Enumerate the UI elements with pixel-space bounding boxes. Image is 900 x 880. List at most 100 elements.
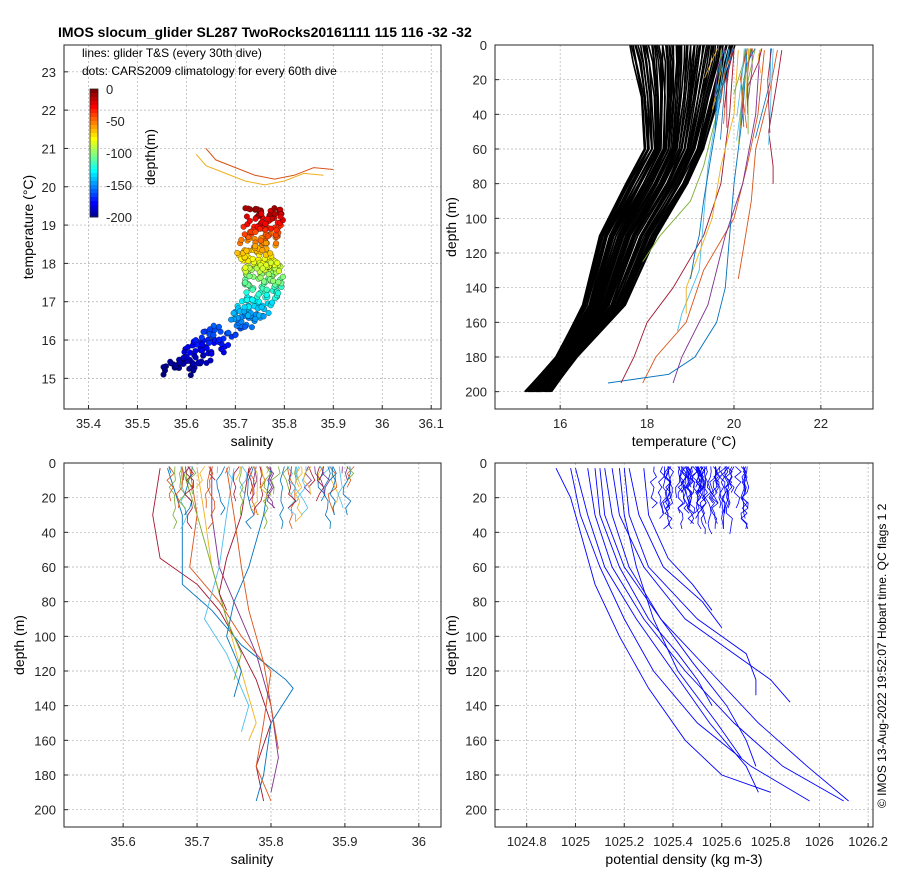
glider-salinity-shallow: [314, 466, 324, 488]
ts-climatology-dot: [273, 227, 280, 234]
glider-density-shallow: [666, 466, 674, 509]
dens-xtick-label: 1026.2: [848, 834, 888, 849]
glider-temp-shallow: [711, 48, 722, 110]
glider-salinity-profile: [226, 468, 272, 698]
ts-climatology-dot: [203, 345, 210, 352]
glider-salinity-shallow: [295, 466, 303, 523]
climatology-temp-profile: [530, 44, 658, 393]
glider-temp-profile: [690, 50, 731, 280]
climatology-temp-profile: [538, 45, 683, 393]
dens-ytick-label: 40: [473, 525, 487, 540]
ts-climatology-dot: [252, 243, 259, 250]
glider-salinity-shallow: [308, 466, 316, 488]
colorbar-swatch: [90, 177, 98, 182]
glider-salinity-shallow: [180, 466, 188, 530]
ts-climatology-dot: [263, 286, 270, 293]
dens-ytick-label: 0: [480, 456, 487, 471]
ts-climatology-dot: [181, 349, 188, 356]
ts-climatology-dot: [216, 336, 223, 343]
ts-xtick-label: 35.7: [223, 416, 248, 431]
colorbar-swatch: [90, 125, 98, 130]
temp-xtick-label: 22: [814, 416, 828, 431]
ts-climatology-dot: [257, 274, 264, 281]
ts-climatology-dot: [187, 349, 193, 356]
ts-climatology-dot: [275, 290, 282, 297]
sal-ytick-label: 60: [42, 560, 56, 575]
ts-climatology-dot: [249, 286, 256, 293]
glider-salinity-shallow: [253, 466, 264, 516]
glider-temp-profile: [737, 50, 778, 280]
figure-title: IMOS slocum_glider SL287 TwoRocks2016111…: [58, 24, 472, 40]
ts-climatology-dot: [245, 312, 252, 319]
glider-density-shallow: [695, 466, 705, 530]
glider-density-profile: [643, 468, 713, 611]
glider-salinity-shallow: [321, 466, 331, 495]
ts-climatology-dot: [190, 367, 197, 374]
colorbar-swatch: [90, 157, 98, 162]
glider-density-shallow: [704, 466, 713, 535]
ts-climatology-dot: [243, 213, 250, 220]
glider-temp-shallow: [757, 48, 762, 74]
dens-grid: [495, 462, 873, 827]
ts-climatology-dot: [252, 229, 259, 235]
side-note: © IMOS 13-Aug-2022 19:52:07 Hobart time.…: [875, 503, 889, 808]
glider-salinity-shallow: [166, 466, 175, 502]
dens-ytick-label: 80: [473, 595, 487, 610]
ts-climatology-dot: [218, 346, 225, 352]
glider-density-profile: [570, 468, 810, 802]
glider-salinity-shallow: [345, 466, 349, 481]
glider-salinity-shallow: [294, 466, 300, 502]
sal-ytick-label: 120: [34, 664, 56, 679]
ts-climatology-dot: [265, 310, 272, 316]
colorbar-swatch: [90, 97, 98, 102]
temp-ytick-label: 20: [473, 73, 487, 88]
ts-xtick-label: 35.5: [125, 416, 150, 431]
ts-climatology-dot: [234, 250, 241, 256]
colorbar-swatch: [90, 189, 98, 194]
glider-salinity-shallow: [232, 466, 240, 502]
glider-density-shallow: [700, 466, 707, 535]
sal-axes-frame: [63, 462, 442, 828]
glider-salinity-shallow: [323, 466, 332, 474]
glider-density-shallow: [685, 466, 692, 488]
glider-density-shallow: [685, 466, 692, 509]
ts-climatology-dot: [238, 236, 245, 243]
ts-climatology-dot: [258, 210, 265, 217]
glider-salinity-profile: [211, 468, 279, 793]
glider-salinity-shallow: [184, 466, 193, 516]
glider-salinity-shallow: [329, 466, 337, 481]
ts-climatology-dot: [162, 367, 168, 374]
temp-xtick-label: 18: [640, 416, 654, 431]
glider-salinity-shallow: [266, 466, 276, 509]
ts-xtick-label: 35.9: [321, 416, 346, 431]
ts-climatology-dot: [228, 316, 235, 323]
glider-density-shallow: [657, 466, 666, 519]
glider-temp-shallow: [746, 48, 752, 107]
ts-glider-line: [195, 153, 324, 186]
ts-climatology-dot: [232, 332, 239, 338]
ts-ticks: 35.4 35.5 35.6 35.7 35.8 35.9 36 36.1 15 16 17 18 19…: [42, 65, 444, 431]
glider-density-shallow: [665, 466, 672, 519]
sal-xtick-label: 35.8: [258, 834, 283, 849]
colorbar-tick-label: -100: [106, 146, 132, 161]
ts-climatology-dot: [216, 323, 222, 330]
temp-axes-frame: [494, 44, 874, 410]
ts-climatology-dot: [264, 233, 271, 240]
sal-marks: [152, 466, 355, 802]
ts-climatology-dot: [272, 232, 279, 239]
ts-climatology-dot: [244, 296, 251, 303]
ts-climatology-dot: [225, 329, 232, 336]
ts-climatology-dot: [207, 326, 213, 333]
glider-salinity-shallow: [228, 466, 234, 481]
glider-salinity-shallow: [207, 466, 216, 530]
glider-salinity-shallow: [168, 466, 172, 474]
glider-density-shallow: [686, 466, 695, 524]
dens-ylabel: depth (m): [443, 615, 459, 675]
ts-climatology-dot: [277, 213, 284, 220]
glider-salinity-shallow: [295, 466, 299, 481]
glider-density-shallow: [697, 466, 704, 498]
glider-density-profile: [594, 468, 713, 706]
colorbar-swatch: [90, 205, 98, 210]
glider-density-shallow: [733, 466, 742, 509]
ts-xtick-label: 35.4: [76, 416, 101, 431]
